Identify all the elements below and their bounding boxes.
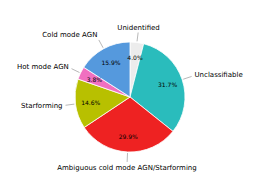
category-label: Hot mode AGN [17,63,69,71]
data-label: 3.8% [87,76,103,83]
labels: 4.0% 31.7% 29.9% 14.6% 3.8% 15.9% Unidentified… [17,24,243,172]
category-label: Starforming [21,102,63,110]
category-label: Ambiguous cold mode AGN/Starforming [57,164,196,172]
label-connector [66,104,75,105]
label-connector [183,76,191,79]
data-label: 29.9% [119,133,138,140]
category-label: Cold mode AGN [42,31,97,39]
data-label: 4.0% [127,54,143,61]
label-connector [99,40,103,48]
category-label: Unidentified [117,24,160,32]
label-connector [127,153,128,162]
pie [75,42,185,152]
data-label: 15.9% [101,59,120,66]
chart: 4.0% 31.7% 29.9% 14.6% 3.8% 15.9% Unidentified… [0,0,259,194]
data-label: 31.7% [158,81,177,88]
pie-slice [84,42,130,97]
data-label: 14.6% [81,99,100,106]
label-connector [72,69,80,73]
category-label: Unclassifiable [194,71,242,79]
label-connector [137,33,138,42]
